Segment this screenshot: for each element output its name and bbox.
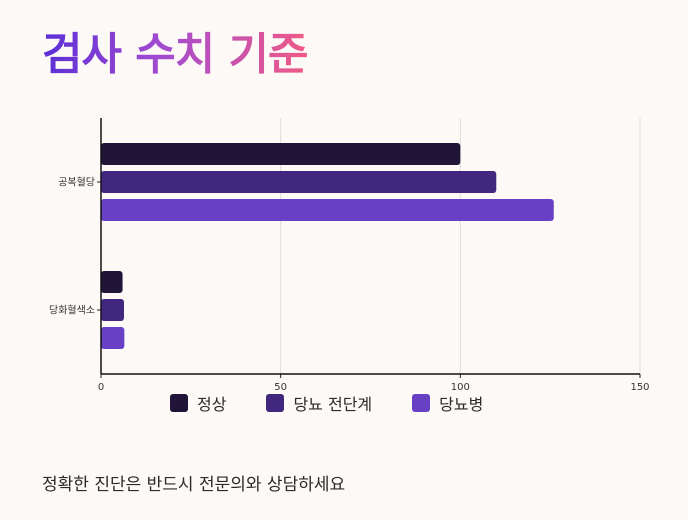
legend-swatch-normal (170, 394, 188, 412)
bar-1-0 (101, 271, 123, 293)
bar-1-2 (101, 327, 125, 349)
bar-1-1 (101, 299, 124, 321)
bar-0-2 (101, 199, 554, 221)
y-tick-label: 당화혈색소 (49, 304, 95, 317)
legend-label-diabetes: 당뇨병 (439, 395, 484, 414)
legend-label-prediabetes: 당뇨 전단계 (293, 395, 373, 414)
legend-item-prediabetes: 당뇨 전단계 (266, 391, 372, 415)
x-tick-label: 0 (98, 382, 104, 393)
page-title: 검사 수치 기준 (42, 18, 309, 82)
chart-legend: 정상 당뇨 전단계 당뇨병 (170, 392, 523, 414)
footnote: 정확한 진단은 반드시 전문의와 상담하세요 (42, 475, 346, 495)
bar-0-0 (101, 143, 461, 165)
x-tick-label: 150 (630, 382, 649, 393)
y-tick-label: 공복혈당 (58, 176, 95, 189)
legend-label-normal: 정상 (197, 395, 227, 414)
x-tick-label: 100 (451, 382, 470, 393)
legend-item-diabetes: 당뇨병 (412, 391, 483, 415)
legend-item-normal: 정상 (170, 391, 226, 415)
bar-0-1 (101, 171, 497, 193)
legend-swatch-diabetes (412, 394, 431, 412)
x-tick-label: 50 (274, 382, 287, 393)
legend-swatch-prediabetes (266, 394, 285, 412)
